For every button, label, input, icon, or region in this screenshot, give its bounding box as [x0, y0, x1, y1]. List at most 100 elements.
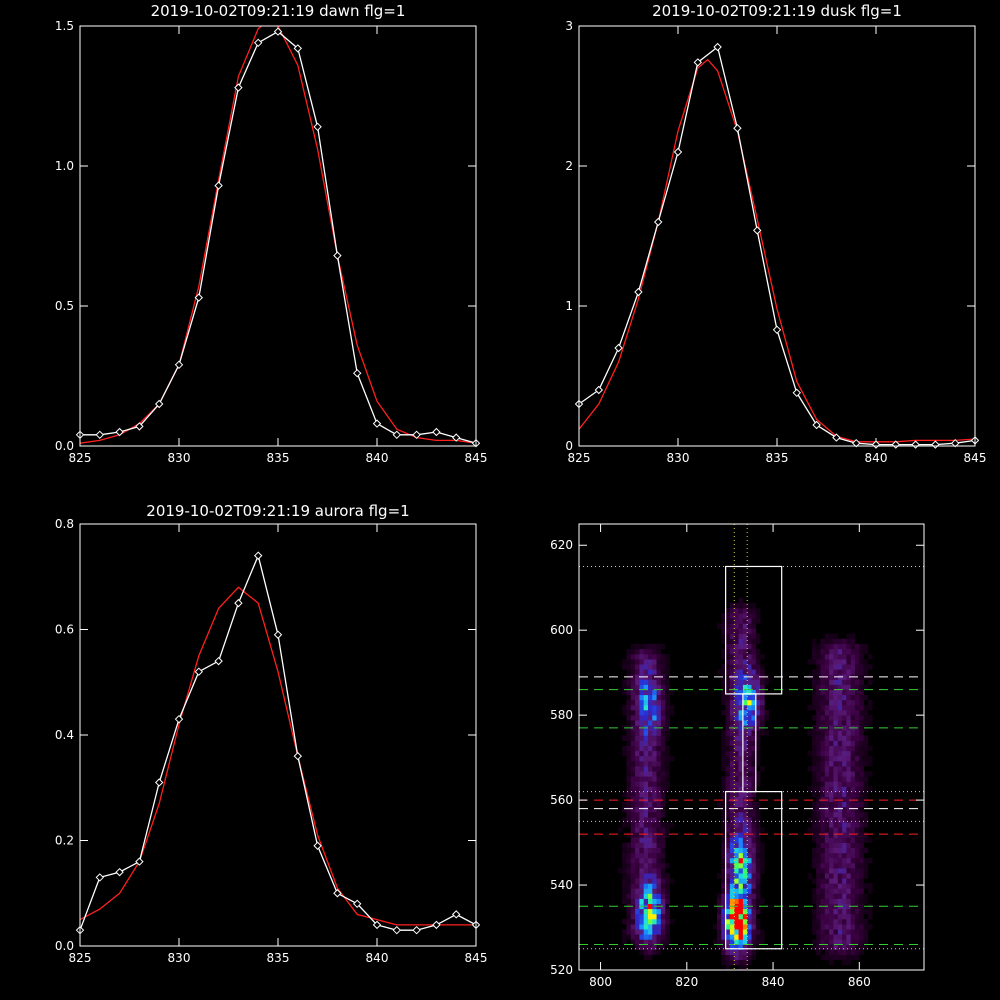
- heatmap-cell: [846, 863, 851, 869]
- heatmap-cell: [837, 929, 843, 935]
- heatmap-cell: [643, 710, 649, 716]
- heatmap-cell: [639, 924, 644, 930]
- heatmap-cells: [617, 597, 873, 971]
- heatmap-cell: [833, 888, 838, 894]
- heatmap-cell: [859, 852, 864, 859]
- x-tick-label: 800: [589, 975, 612, 989]
- heatmap-cell: [652, 888, 657, 894]
- heatmap-cell: [652, 873, 657, 879]
- heatmap-cell: [833, 929, 838, 935]
- heatmap-cell: [820, 934, 826, 940]
- heatmap-cell: [721, 801, 726, 808]
- heatmap-cell: [742, 710, 748, 716]
- heatmap-cell: [738, 725, 744, 731]
- heatmap-cell: [837, 893, 843, 899]
- heatmap-cell: [850, 771, 856, 777]
- heatmap-cell: [734, 812, 739, 818]
- heatmap-cell: [824, 689, 830, 696]
- heatmap-cell: [626, 878, 631, 884]
- heatmap-cell: [760, 715, 765, 721]
- heatmap-cell: [635, 852, 640, 859]
- heatmap-cell: [867, 704, 873, 711]
- heatmap-cell: [725, 924, 731, 930]
- data-point: [392, 925, 402, 935]
- heatmap-cell: [729, 679, 735, 685]
- heatmap-cell: [721, 776, 726, 782]
- heatmap-cell: [721, 745, 726, 752]
- data-point: [115, 427, 124, 437]
- heatmap-cell: [652, 847, 657, 854]
- heatmap-cell: [751, 837, 757, 843]
- heatmap-cell: [725, 822, 731, 828]
- heatmap-cell: [622, 806, 627, 813]
- heatmap-cell: [855, 863, 860, 869]
- heatmap-cell: [665, 873, 670, 879]
- heatmap-cell: [829, 674, 834, 680]
- heatmap-cell: [824, 878, 830, 884]
- heatmap-cell: [721, 873, 726, 879]
- heatmap-cell: [643, 684, 649, 690]
- heatmap-cell: [811, 852, 817, 859]
- heatmap-cell: [755, 868, 761, 874]
- heatmap-cell: [747, 679, 752, 685]
- heatmap-cell: [626, 888, 631, 894]
- heatmap-cell: [729, 796, 735, 803]
- heatmap-cell: [656, 648, 662, 655]
- heatmap-cell: [721, 618, 726, 624]
- heatmap-cell: [656, 776, 662, 782]
- data-point: [293, 751, 303, 761]
- heatmap-cell: [742, 603, 748, 609]
- heatmap-cell: [829, 883, 834, 889]
- heatmap-cell: [742, 812, 748, 818]
- heatmap-cell: [820, 954, 826, 961]
- heatmap-cell: [725, 613, 731, 619]
- heatmap-cell: [721, 628, 726, 634]
- heatmap-cell: [630, 766, 636, 772]
- heatmap-cell: [855, 868, 860, 874]
- heatmap-cell: [652, 771, 657, 777]
- heatmap-cell: [811, 939, 817, 945]
- heatmap-cell: [725, 812, 731, 818]
- heatmap-cell: [721, 898, 726, 904]
- heatmap-cell: [846, 730, 851, 736]
- heatmap-cell: [760, 694, 765, 701]
- heatmap-cell: [725, 791, 731, 797]
- heatmap-cell: [755, 669, 761, 675]
- heatmap-cell: [829, 771, 834, 777]
- heatmap-cell: [816, 888, 821, 894]
- heatmap-cell: [742, 648, 748, 655]
- heatmap-cell: [811, 812, 817, 818]
- heatmap-cell: [755, 694, 761, 701]
- heatmap-cell: [738, 771, 744, 777]
- heatmap-cell: [643, 648, 649, 655]
- heatmap-cell: [665, 689, 670, 696]
- heatmap-cell: [652, 648, 657, 655]
- heatmap-cell: [811, 878, 817, 884]
- heatmap-cell: [725, 750, 731, 757]
- heatmap-cell: [643, 761, 649, 767]
- heatmap-cell: [863, 868, 869, 874]
- heatmap-cell: [833, 766, 838, 772]
- heatmap-cell: [630, 806, 636, 813]
- heatmap-cell: [747, 618, 752, 624]
- heatmap-cell: [820, 740, 826, 746]
- heatmap-cell: [630, 643, 636, 650]
- heatmap-cell: [652, 878, 657, 884]
- heatmap-cell: [665, 735, 670, 741]
- heatmap-cell: [747, 929, 752, 935]
- heatmap-cell: [829, 929, 834, 935]
- heatmap-cell: [824, 888, 830, 894]
- heatmap-cell: [747, 934, 752, 940]
- heatmap-cell: [837, 694, 843, 701]
- heatmap-cell: [648, 949, 653, 955]
- heatmap-cell: [734, 603, 739, 609]
- heatmap-cell: [734, 654, 739, 660]
- heatmap-cell: [630, 694, 636, 701]
- heatmap-cell: [742, 608, 748, 614]
- heatmap-cell: [635, 878, 640, 884]
- heatmap-cell: [824, 837, 830, 843]
- heatmap-cell: [660, 903, 666, 910]
- heatmap-cell: [846, 939, 851, 945]
- heatmap-cell: [639, 883, 644, 889]
- heatmap-cell: [837, 679, 843, 685]
